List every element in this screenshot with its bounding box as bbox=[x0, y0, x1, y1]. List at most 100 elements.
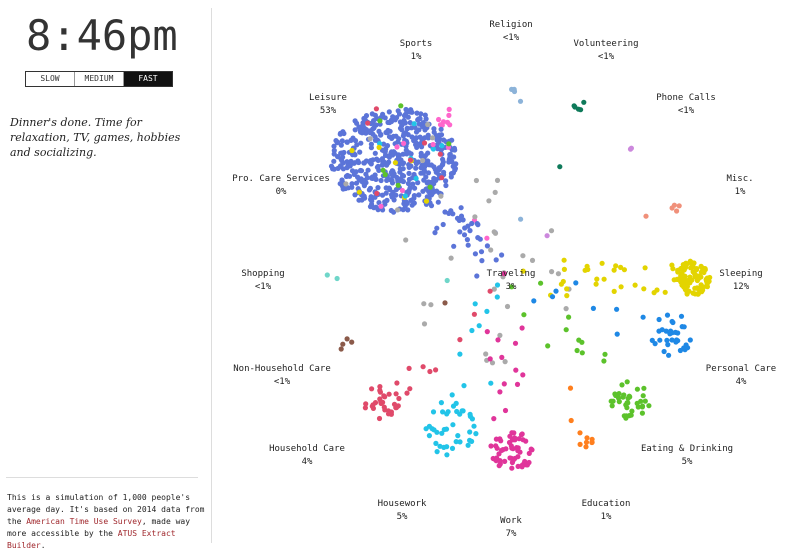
person-dot-leisure bbox=[406, 176, 412, 182]
person-dot-phone-calls bbox=[627, 146, 634, 152]
person-dot-leisure bbox=[354, 120, 360, 126]
person-dot-sleeping bbox=[695, 276, 702, 282]
person-dot-leisure bbox=[406, 150, 412, 156]
person-dot-household-care bbox=[404, 390, 410, 396]
extract-builder-link[interactable]: ATUS Extract Builder bbox=[7, 529, 176, 550]
person-dot-sleeping bbox=[703, 277, 709, 283]
person-dot-leisure bbox=[378, 177, 384, 184]
person-dot-household-care bbox=[407, 386, 413, 392]
person-dot-transition bbox=[365, 120, 371, 126]
person-dot-sleeping bbox=[632, 282, 638, 288]
person-dot-leisure bbox=[433, 169, 439, 175]
person-dot-leisure bbox=[456, 217, 462, 223]
person-dot-eating-drinking bbox=[563, 327, 569, 333]
speed-slow-button[interactable]: SLOW bbox=[26, 72, 75, 86]
person-dot-leisure bbox=[352, 138, 359, 144]
activity-percent: 3% bbox=[505, 282, 517, 292]
person-dot-eating-drinking bbox=[521, 312, 527, 318]
person-dot-household-care bbox=[386, 391, 392, 397]
speed-medium-button[interactable]: MEDIUM bbox=[75, 72, 124, 86]
person-dot-leisure bbox=[416, 192, 422, 198]
person-dot-leisure bbox=[461, 232, 468, 238]
person-dot-transition bbox=[392, 160, 398, 166]
person-dot-traveling bbox=[492, 230, 499, 236]
person-dot-eating-drinking bbox=[621, 413, 627, 419]
person-dot-leisure bbox=[381, 141, 387, 147]
person-dot-leisure bbox=[400, 151, 406, 157]
person-dot-volunteering bbox=[572, 104, 578, 110]
person-dot-leisure bbox=[382, 149, 388, 155]
activity-name: Shopping bbox=[241, 269, 285, 279]
label-shopping: Shopping <1% bbox=[241, 268, 284, 294]
person-dot-housework bbox=[467, 437, 473, 443]
person-dot-volunteering bbox=[557, 164, 563, 170]
person-dot-housework bbox=[455, 433, 461, 439]
person-dot-sleeping bbox=[601, 276, 607, 282]
person-dot-education bbox=[577, 430, 583, 436]
person-dot-leisure bbox=[370, 175, 376, 181]
activity-percent: 5% bbox=[681, 457, 693, 467]
person-dot-eating-drinking bbox=[574, 347, 580, 354]
person-dot-education bbox=[568, 417, 574, 424]
person-dot-work bbox=[501, 271, 507, 277]
person-dot-sports bbox=[437, 122, 444, 128]
person-dot-volunteering bbox=[581, 99, 587, 105]
atus-link[interactable]: American Time Use Survey bbox=[26, 517, 142, 526]
person-dot-traveling bbox=[473, 177, 479, 184]
person-dot-transition bbox=[407, 157, 414, 163]
person-dot-sleeping bbox=[662, 289, 668, 295]
person-dot-leisure bbox=[358, 168, 365, 174]
person-dot-leisure bbox=[420, 188, 426, 194]
speed-fast-button[interactable]: FAST bbox=[124, 72, 172, 86]
person-dot-sleeping bbox=[687, 280, 693, 286]
person-dot-leisure bbox=[441, 137, 447, 143]
person-dot-eating-drinking bbox=[624, 379, 630, 385]
person-dot-non-household-care bbox=[340, 341, 346, 347]
footer-divider bbox=[6, 477, 198, 478]
person-dot-leisure bbox=[397, 119, 403, 125]
person-dot-leisure bbox=[474, 221, 480, 227]
person-dot-personal-care bbox=[531, 298, 537, 304]
person-dot-sleeping bbox=[594, 276, 600, 282]
person-dot-work bbox=[493, 443, 499, 449]
person-dot-work bbox=[513, 367, 519, 373]
activity-percent: 1% bbox=[410, 52, 422, 62]
person-dot-sleeping bbox=[560, 278, 566, 285]
person-dot-sleeping bbox=[611, 288, 617, 294]
person-dot-leisure bbox=[354, 142, 360, 148]
person-dot-leisure bbox=[423, 116, 429, 122]
person-dot-leisure bbox=[368, 145, 374, 151]
activity-percent: <1% bbox=[677, 106, 695, 116]
person-dot-work bbox=[498, 438, 504, 444]
person-dot-leisure bbox=[395, 154, 401, 160]
person-dot-housework bbox=[476, 323, 482, 329]
person-dot-household-care bbox=[433, 367, 439, 373]
person-dot-leisure bbox=[389, 194, 395, 200]
person-dot-eating-drinking bbox=[619, 382, 625, 388]
person-dot-personal-care bbox=[677, 347, 683, 354]
person-dot-traveling bbox=[486, 198, 492, 204]
activity-name: Leisure bbox=[309, 93, 347, 103]
activity-name: Education bbox=[581, 499, 631, 509]
activity-name: Phone Calls bbox=[656, 93, 716, 103]
activity-name: Traveling bbox=[486, 269, 536, 279]
person-dot-housework bbox=[434, 449, 440, 455]
person-dot-transition bbox=[439, 143, 445, 149]
person-dot-sleeping bbox=[618, 264, 624, 270]
person-dot-traveling bbox=[491, 286, 497, 292]
activity-name: Sports bbox=[399, 39, 433, 49]
person-dot-housework bbox=[449, 392, 455, 398]
person-dot-leisure bbox=[413, 140, 419, 146]
person-dot-leisure bbox=[418, 153, 424, 159]
person-dot-leisure bbox=[397, 176, 404, 182]
person-dot-leisure bbox=[401, 131, 407, 137]
person-dot-leisure bbox=[393, 133, 399, 139]
person-dot-leisure bbox=[331, 147, 337, 154]
person-dot-housework bbox=[439, 430, 445, 436]
person-dot-work bbox=[496, 463, 502, 469]
activity-name: Religion bbox=[489, 20, 533, 30]
person-dot-religion bbox=[517, 98, 524, 104]
person-dot-leisure bbox=[389, 171, 395, 177]
person-dot-leisure bbox=[432, 230, 438, 236]
person-dot-leisure bbox=[339, 138, 345, 144]
